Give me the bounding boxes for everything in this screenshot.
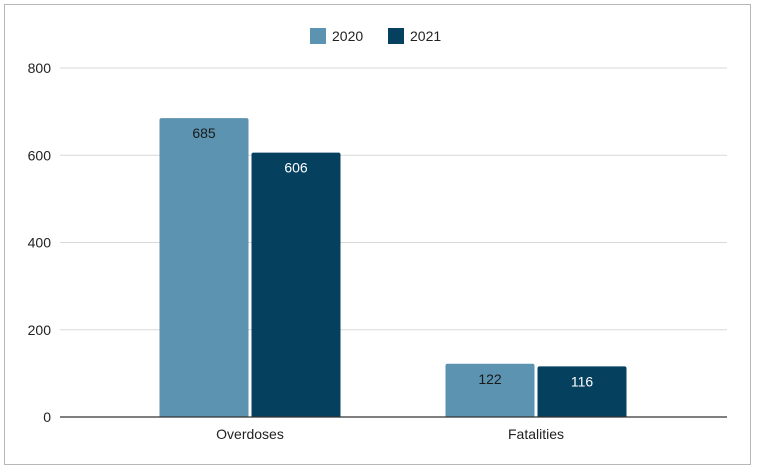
- legend-swatch-2021: [388, 28, 404, 44]
- data-label: 606: [284, 160, 308, 176]
- legend-label-2020: 2020: [332, 28, 363, 44]
- x-axis-tick-labels: Overdoses Fatalities: [216, 426, 564, 442]
- x-tick-label: Fatalities: [508, 426, 564, 442]
- bar-2020-fatalities: [445, 363, 535, 417]
- data-label: 116: [571, 373, 594, 389]
- y-tick-label: 200: [28, 322, 52, 338]
- bar-2021-overdoses: [251, 152, 341, 417]
- legend-swatch-2020: [310, 28, 326, 44]
- legend: 2020 2021: [310, 28, 441, 44]
- data-label: 685: [192, 125, 216, 141]
- legend-label-2021: 2021: [410, 28, 441, 44]
- bar-2020-overdoses: [159, 118, 249, 417]
- y-tick-label: 400: [28, 235, 52, 251]
- bar-2021-fatalities: [537, 366, 627, 417]
- x-tick-label: Overdoses: [216, 426, 284, 442]
- y-tick-label: 600: [28, 147, 52, 163]
- data-label: 122: [478, 371, 502, 387]
- y-axis-tick-labels: 0 200 400 600 800: [28, 60, 52, 425]
- y-tick-label: 0: [43, 409, 51, 425]
- bars: 685 606 122 116: [159, 118, 627, 417]
- y-tick-label: 800: [28, 60, 52, 76]
